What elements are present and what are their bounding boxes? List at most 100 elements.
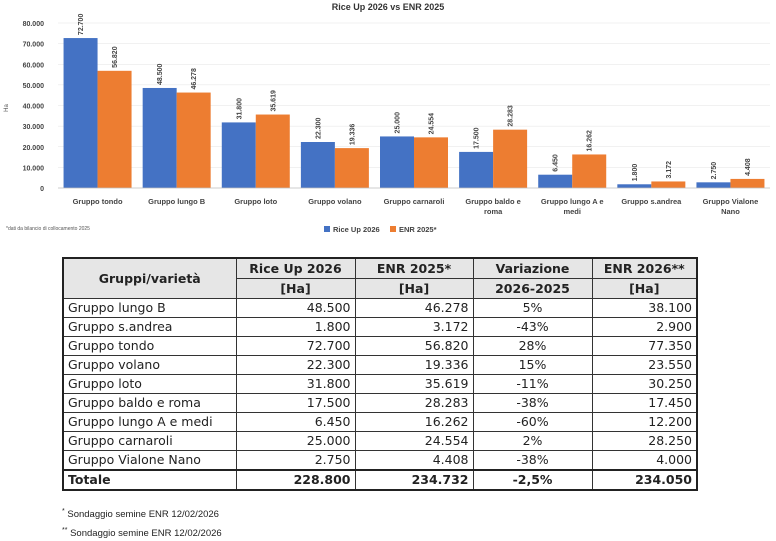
total-label: Totale: [62, 469, 237, 491]
table-row: Gruppo volano 22.300 19.336 15% 23.550: [62, 355, 698, 375]
table-row: Gruppo loto 31.800 35.619 -11% 30.250: [62, 374, 698, 394]
cell-variation: -11%: [472, 374, 593, 394]
cell-enr2025: 28.283: [354, 393, 474, 413]
cell-group: Gruppo Vialone Nano: [62, 450, 237, 471]
legend-entry: ENR 2025*: [399, 225, 437, 234]
bar: [572, 154, 607, 188]
total-enr2026: 234.050: [591, 469, 698, 491]
data-label: 48.500: [157, 63, 164, 85]
cell-variation: 5%: [472, 298, 593, 318]
cell-rice-up: 17.500: [235, 393, 356, 413]
cell-enr2026: 28.250: [591, 431, 698, 451]
total-enr2025: 234.732: [354, 469, 474, 491]
footnote-2: ** Sondaggio semine ENR 12/02/2026: [62, 527, 222, 540]
table-row: Gruppo baldo e roma 17.500 28.283 -38% 17.45…: [62, 393, 698, 413]
data-label: 4.408: [745, 158, 752, 176]
data-label: 1.800: [632, 164, 639, 182]
unit-enr2025: [Ha]: [354, 278, 474, 299]
y-tick-label: 40.000: [23, 104, 45, 111]
cell-enr2025: 3.172: [354, 317, 474, 337]
table-row: Gruppo lungo A e medi 6.450 16.262 -60% 12.2…: [62, 412, 698, 432]
y-tick-label: 0: [40, 186, 44, 193]
cell-rice-up: 25.000: [235, 431, 356, 451]
cell-enr2025: 4.408: [354, 450, 474, 471]
x-tick-label: medi: [563, 207, 581, 216]
x-tick-label: Gruppo loto: [234, 197, 277, 206]
chart-footnote: *dati da bilancio di collocamento 2025: [6, 226, 90, 232]
table-total-row: Totale 228.800 234.732 -2,5% 234.050: [62, 469, 698, 491]
table-header-row: Gruppi/varietà Rice Up 2026 ENR 2025* Va…: [62, 257, 698, 299]
legend-swatch: [390, 226, 396, 232]
bar: [63, 38, 98, 189]
x-tick-label: roma: [484, 207, 503, 216]
footnote-1: * Sondaggio semine ENR 12/02/2026: [62, 508, 219, 521]
cell-enr2026: 4.000: [591, 450, 698, 471]
bar: [651, 181, 686, 188]
unit-variation: 2026-2025: [472, 278, 593, 299]
cell-rice-up: 31.800: [235, 374, 356, 394]
x-tick-label: Gruppo s.andrea: [621, 197, 682, 206]
x-tick-label: Gruppo lungo A e: [541, 197, 604, 206]
cell-rice-up: 6.450: [235, 412, 356, 432]
data-label: 25.000: [395, 112, 402, 134]
x-tick-label: Gruppo Vialone: [703, 197, 759, 206]
cell-group: Gruppo loto: [62, 374, 237, 394]
bar: [617, 184, 652, 188]
header-rice-up: Rice Up 2026: [235, 257, 356, 279]
data-label: 35.619: [270, 90, 277, 112]
header-enr2026: ENR 2026**: [591, 257, 698, 279]
cell-enr2026: 12.200: [591, 412, 698, 432]
cell-enr2025: 46.278: [354, 298, 474, 318]
cell-variation: -43%: [472, 317, 593, 337]
data-label: 16.262: [587, 130, 594, 152]
header-enr2025: ENR 2025*: [354, 257, 474, 279]
bar: [97, 70, 132, 188]
bar: [459, 151, 494, 188]
cell-variation: 2%: [472, 431, 593, 451]
data-label: 24.554: [429, 113, 436, 135]
cell-rice-up: 48.500: [235, 298, 356, 318]
cell-variation: -38%: [472, 393, 593, 413]
bar-chart: Rice Up 2026 vs ENR 2025 0 10.000 20.000 30.…: [4, 2, 770, 234]
y-axis-label: Ha: [4, 104, 10, 112]
total-variation: -2,5%: [472, 469, 593, 491]
cell-enr2026: 17.450: [591, 393, 698, 413]
data-label: 56.820: [112, 46, 119, 68]
bar: [221, 122, 256, 188]
y-tick-label: 70.000: [23, 42, 45, 49]
x-tick-label: Gruppo tondo: [73, 197, 123, 206]
cell-variation: 28%: [472, 336, 593, 356]
data-label: 19.336: [349, 124, 356, 146]
x-tick-label: Gruppo lungo B: [148, 197, 206, 206]
table-row: Gruppo s.andrea 1.800 3.172 -43% 2.900: [62, 317, 698, 337]
unit-enr2026: [Ha]: [591, 278, 698, 299]
cell-enr2026: 38.100: [591, 298, 698, 318]
bar: [176, 92, 211, 188]
cell-enr2026: 23.550: [591, 355, 698, 375]
cell-rice-up: 22.300: [235, 355, 356, 375]
bar: [493, 129, 528, 188]
bar: [380, 136, 414, 188]
data-label: 6.450: [553, 154, 560, 172]
header-groups: Gruppi/varietà: [62, 257, 237, 299]
cell-variation: -60%: [472, 412, 593, 432]
cell-enr2025: 16.262: [354, 412, 474, 432]
cell-enr2025: 24.554: [354, 431, 474, 451]
bar: [730, 178, 765, 188]
cell-enr2025: 19.336: [354, 355, 474, 375]
cell-variation: -38%: [472, 450, 593, 471]
bar: [255, 114, 290, 188]
x-tick-label: Gruppo carnaroli: [384, 197, 445, 206]
cell-rice-up: 72.700: [235, 336, 356, 356]
y-tick-label: 30.000: [23, 124, 45, 131]
bar: [334, 148, 369, 188]
bar: [538, 174, 573, 188]
data-label: 46.278: [191, 68, 198, 90]
data-label: 3.172: [666, 161, 673, 179]
cell-group: Gruppo baldo e roma: [62, 393, 237, 413]
data-label: 31.800: [236, 98, 243, 120]
legend-entry: Rice Up 2026: [333, 225, 380, 234]
header-variation: Variazione: [472, 257, 593, 279]
cell-group: Gruppo lungo A e medi: [62, 412, 237, 432]
cell-enr2026: 30.250: [591, 374, 698, 394]
